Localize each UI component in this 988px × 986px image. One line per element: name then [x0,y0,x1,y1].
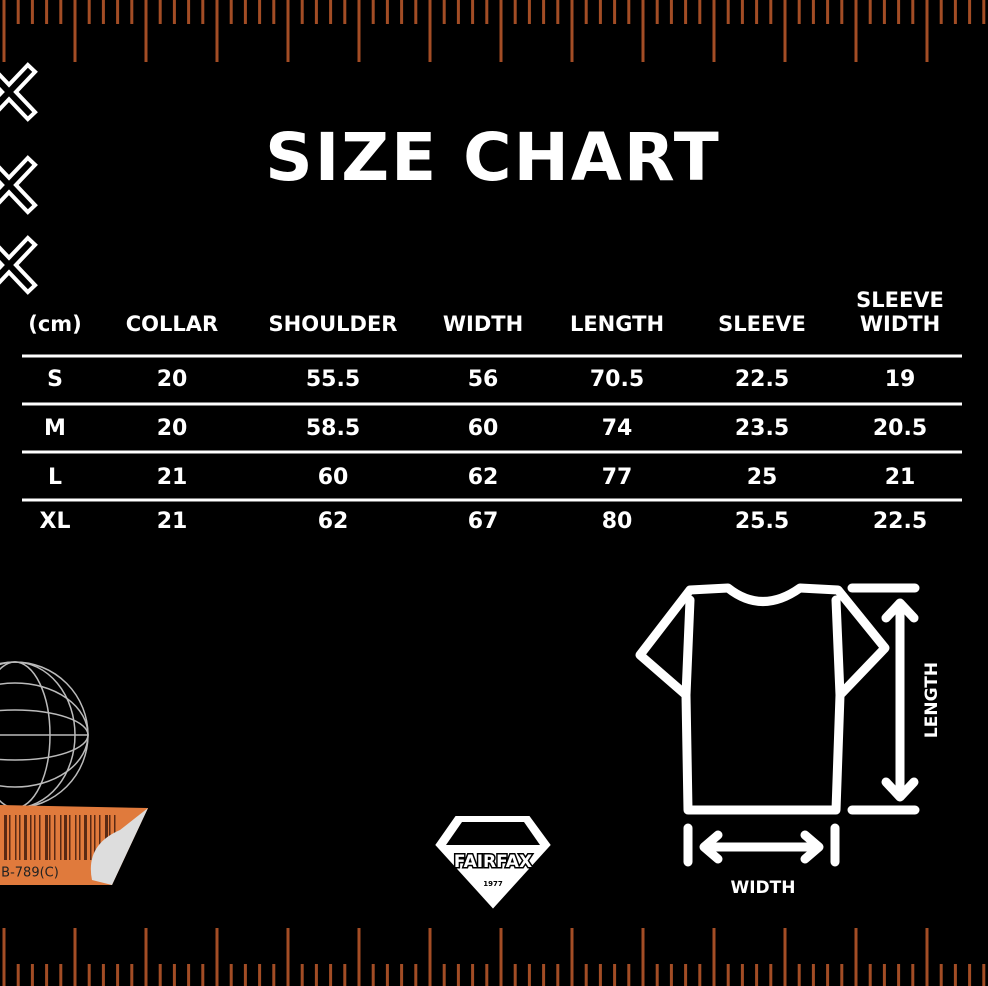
cell-value: 62 [318,509,349,534]
title: SIZE CHART [265,119,721,196]
barcode-bar [90,815,92,860]
logo-year: 1977 [483,880,503,888]
barcode-bar [4,815,7,860]
size-label: L [48,465,62,490]
barcode: B-789(C) [0,805,148,885]
cell-value: 20.5 [873,416,927,441]
column-header: LENGTH [570,312,664,336]
cell-value: 22.5 [735,367,789,392]
barcode-bar [84,815,87,860]
cell-value: 21 [885,465,916,490]
cell-value: 22.5 [873,509,927,534]
barcode-bar [54,815,56,860]
tshirt-diagram [635,583,920,867]
size-table: (cm) COLLAR SHOULDER WIDTH LENGTH SLEEVE SLEEV… [22,288,962,534]
cell-value: 62 [468,465,499,490]
cell-value: 55.5 [306,367,360,392]
column-header: SHOULDER [269,312,398,336]
cell-value: 21 [157,509,188,534]
cell-value: 60 [318,465,349,490]
barcode-bar [15,815,17,860]
cell-value: 80 [602,509,633,534]
barcode-bar [94,815,96,860]
column-header: (cm) [28,312,82,336]
logo: FAIRFAX 1977 [432,814,554,912]
barcode-bar [24,815,27,860]
cell-value: 25.5 [735,509,789,534]
cell-value: 56 [468,367,499,392]
column-header: COLLAR [126,312,218,336]
cell-value: 74 [602,416,633,441]
size-label: XL [40,509,71,534]
cell-value: 19 [885,367,916,392]
cell-value: 20 [157,367,188,392]
cell-value: 70.5 [590,367,644,392]
barcode-bar [9,815,11,860]
size-label: M [44,416,66,441]
barcode-bar [79,815,81,860]
x-marks [0,62,38,295]
column-header: SLEEVE [718,312,806,336]
barcode-bar [64,815,67,860]
barcode-bar [69,815,71,860]
logo-name: FAIRFAX [454,852,532,872]
column-header: WIDTH [860,312,940,336]
cell-value: 60 [468,416,499,441]
cell-value: 20 [157,416,188,441]
barcode-bar [75,815,77,860]
barcode-bar [19,815,21,860]
cell-value: 23.5 [735,416,789,441]
column-header: WIDTH [443,312,523,336]
size-label: S [47,367,63,392]
barcode-text: B-789(C) [1,866,59,881]
cell-value: 77 [602,465,633,490]
barcode-bar [99,815,101,860]
barcode-bar [39,815,41,860]
length-label: LENGTH [922,662,942,738]
barcode-bar [105,815,108,860]
barcode-bar [45,815,48,860]
cell-value: 25 [747,465,778,490]
barcode-bar [34,815,36,860]
barcode-bar [49,815,51,860]
cell-value: 58.5 [306,416,360,441]
column-header: SLEEVE [856,288,944,312]
cell-value: 21 [157,465,188,490]
barcode-bar [60,815,62,860]
cell-value: 67 [468,509,499,534]
width-label: WIDTH [730,878,795,898]
barcode-bar [30,815,32,860]
